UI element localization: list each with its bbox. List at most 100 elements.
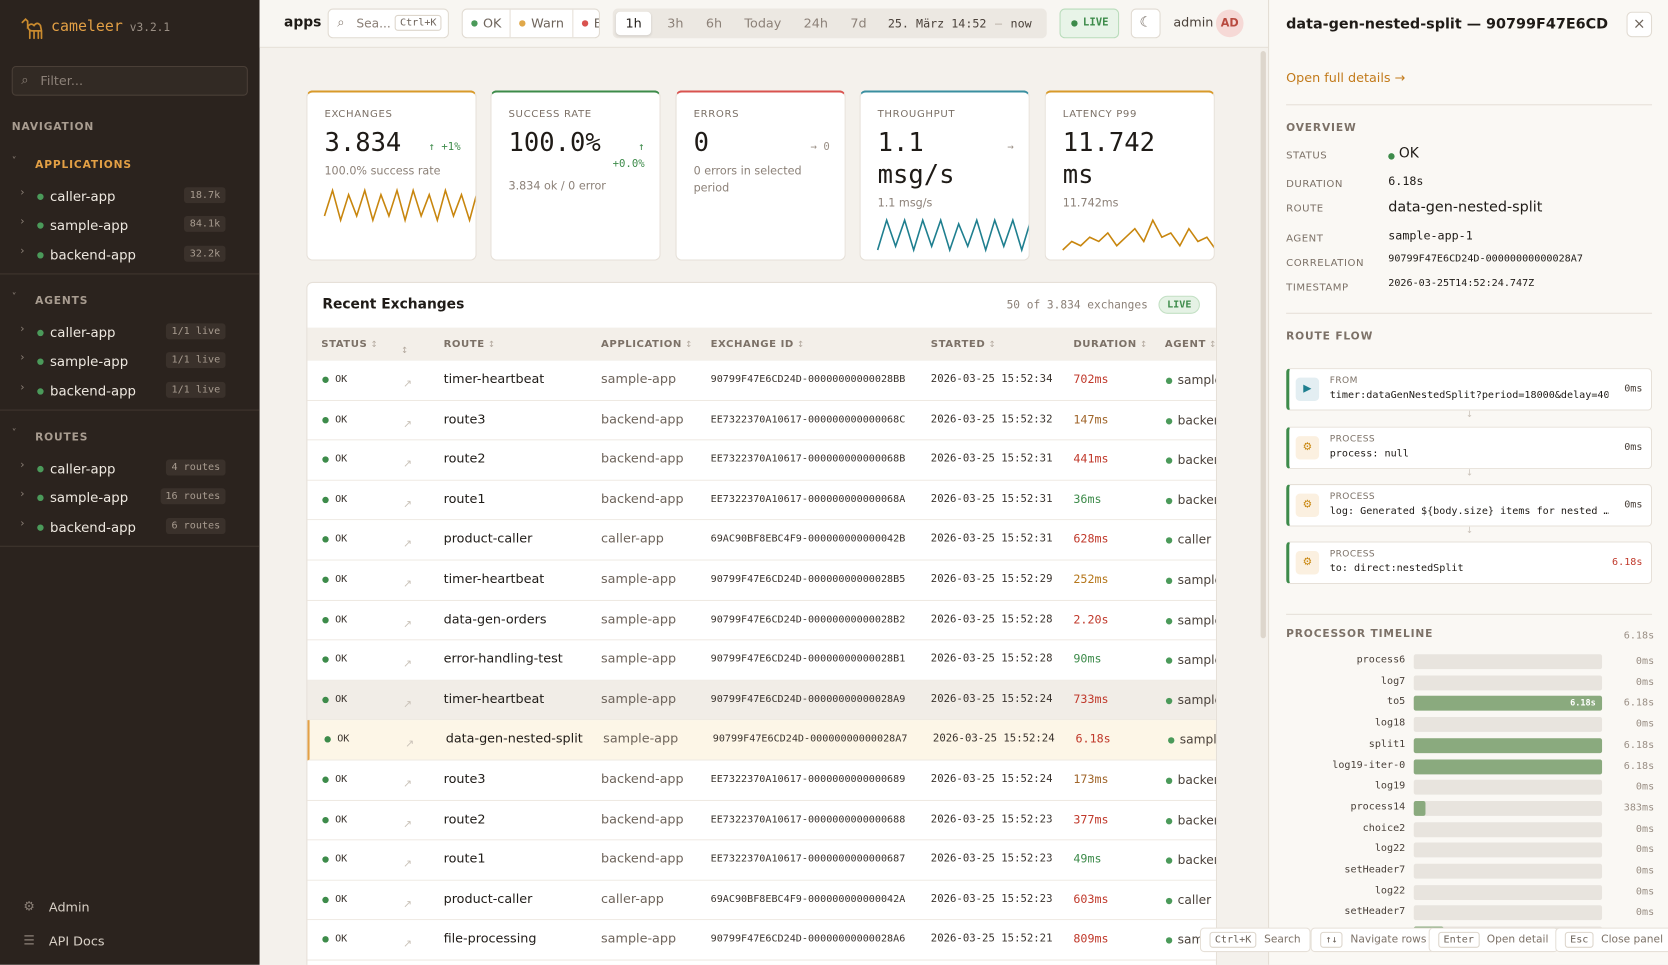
close-button[interactable]: × (1626, 11, 1653, 38)
open-icon[interactable] (403, 811, 412, 831)
table-row[interactable]: OK product-caller caller-app 69AC90BF8EBC4F… (307, 880, 1216, 921)
search-placeholder: Sea... (356, 15, 391, 31)
table-row[interactable]: OK timer-heartbeat sample-app 90799F47E6CD2… (307, 680, 1216, 721)
step-time: 0ms (1624, 382, 1643, 395)
table-row[interactable]: OK route1 backend-app EE7322370A10617-00000… (307, 840, 1216, 881)
application: backend-app (601, 451, 684, 467)
sidebar-item[interactable]: › sample-app 84.1k (0, 214, 260, 237)
flow-step[interactable]: ⚙ PROCESS process: null 0ms (1286, 426, 1653, 470)
sparkline (694, 229, 846, 261)
column-header-sort[interactable] (401, 337, 408, 357)
range-option[interactable]: 3h (667, 15, 684, 31)
status: OK (335, 533, 348, 546)
open-icon[interactable] (403, 611, 412, 631)
bar-track (1413, 654, 1603, 670)
table-row[interactable]: OK error-handling-test sample-app 90799F47E… (307, 640, 1216, 681)
flow-step[interactable]: ⚙ PROCESS to: direct:nestedSplit 6.18s (1286, 541, 1653, 585)
table-row[interactable]: OK product-caller caller-app 69AC90BF8EBC4F… (307, 520, 1216, 561)
shortcut-label: Open detail (1486, 933, 1549, 946)
sidebar-item[interactable]: › caller-app 18.7k (0, 185, 260, 208)
column-header[interactable]: AGENT (1165, 338, 1216, 350)
step-icon: ⚙ (1295, 551, 1320, 575)
open-icon[interactable] (403, 411, 412, 431)
flow-step[interactable]: ⚙ PROCESS log: Generated ${body.size} item… (1286, 484, 1653, 527)
step-text: to: direct:nestedSplit (1329, 562, 1464, 575)
column-header[interactable]: APPLICATION (601, 338, 693, 350)
filter-input[interactable]: ⌕ Filter... (11, 65, 248, 96)
sidebar-item[interactable]: › backend-app 1/1 live (0, 379, 260, 402)
step-time: 6.18s (1612, 556, 1643, 569)
sidebar-item[interactable]: › caller-app 4 routes (0, 457, 260, 480)
range-option[interactable]: Today (744, 15, 782, 31)
column-header[interactable]: EXCHANGE ID (711, 338, 805, 350)
column-header[interactable]: ROUTE (444, 338, 496, 350)
column-header[interactable]: DURATION (1073, 338, 1147, 350)
table-row[interactable]: OK data-gen-orders sample-app 90799F47E6CD2… (307, 600, 1216, 641)
item-caret: › (20, 381, 25, 394)
open-icon[interactable] (403, 771, 412, 791)
nav-label: NAVIGATION (11, 121, 95, 133)
table-row[interactable]: OK route2 backend-app EE7322370A10617-00000… (307, 440, 1216, 481)
started: 2026-03-25 15:52:23 (930, 893, 1053, 906)
open-icon[interactable] (403, 931, 412, 951)
item-name: sample-app (49, 353, 129, 370)
sidebar-item[interactable]: › backend-app 32.2k (0, 243, 260, 266)
open-icon[interactable] (403, 371, 412, 391)
table-row[interactable]: OK route1 backend-app EE7322370A10617-00000… (307, 480, 1216, 521)
open-icon[interactable] (403, 891, 412, 911)
range-option[interactable]: 24h (803, 15, 828, 31)
sidebar-item[interactable]: › sample-app 1/1 live (0, 350, 260, 373)
agent-dot (1165, 857, 1173, 864)
table-row[interactable]: OK timer-heartbeat sample-app 90799F47E6CD2… (307, 360, 1216, 401)
open-icon[interactable] (403, 571, 412, 591)
filter-pill[interactable]: E (573, 10, 599, 38)
table-row[interactable]: OK timer-heartbeat sample-app 90799F47E6CD2… (307, 560, 1216, 601)
status: OK (335, 653, 348, 666)
table-row[interactable]: OK data-gen-nested-split sample-app 90799F4… (307, 720, 1216, 761)
avatar[interactable]: AD (1215, 9, 1244, 38)
kpi-label: LATENCY P99 (1062, 108, 1138, 121)
range-option[interactable]: 6h (705, 15, 723, 31)
theme-toggle[interactable]: ☾ (1130, 8, 1161, 39)
field-label: TIMESTAMP (1286, 281, 1349, 294)
range-option[interactable]: 7d (850, 15, 867, 31)
table-row[interactable]: OK file-processing sample-app 90799F47E6CD2… (307, 920, 1216, 961)
kpi-value-row: 3.834 ↑ +1% (324, 127, 475, 159)
status: OK (335, 613, 348, 626)
open-details-link[interactable]: Open full details → (1286, 70, 1406, 86)
route: data-gen-orders (443, 611, 547, 627)
open-icon[interactable] (403, 451, 412, 471)
status-dot (322, 856, 329, 863)
table-row[interactable]: OK route3 backend-app EE7322370A10617-00000… (307, 760, 1216, 801)
table-row[interactable]: OK route3 backend-app EE7322370A10617-00000… (307, 400, 1216, 441)
footer-link[interactable]: ☰ API Docs (0, 933, 260, 954)
filter-pill[interactable]: Warn (511, 9, 574, 38)
field-label: AGENT (1286, 232, 1324, 245)
table-row[interactable]: OK route2 backend-app EE7322370A10617-00000… (307, 800, 1216, 841)
live-toggle[interactable]: LIVE (1059, 8, 1120, 39)
open-icon[interactable] (403, 851, 412, 871)
agent-dot (1165, 577, 1173, 585)
search-box[interactable]: ⌕ Sea... Ctrl+K (327, 8, 449, 39)
agent: sample (1177, 612, 1216, 628)
sidebar-item[interactable]: › sample-app 16 routes (0, 486, 260, 509)
open-icon[interactable] (403, 491, 412, 511)
column-header[interactable]: STATUS (321, 338, 378, 350)
footer-link[interactable]: ⚙ Admin (0, 899, 260, 920)
started: 2026-03-25 15:52:29 (930, 573, 1053, 586)
flow-step[interactable]: ▶ FROM timer:dataGenNestedSplit?period=180… (1286, 368, 1653, 411)
column-header[interactable]: STARTED (931, 338, 996, 350)
range-option[interactable]: 1h (615, 11, 652, 36)
sidebar-item[interactable]: › backend-app 6 routes (0, 516, 260, 539)
agent-dot (1165, 497, 1173, 505)
topbar: apps ⌕ Sea...Ctrl+K OK Warn E 1h 3h 6h Today 24h 7d… (259, 0, 1269, 48)
filter-pill[interactable]: OK (463, 9, 511, 38)
sidebar-item[interactable]: › caller-app 1/1 live (0, 321, 260, 344)
open-icon[interactable] (403, 531, 412, 551)
open-icon[interactable] (405, 731, 414, 751)
agent-dot (1165, 377, 1173, 385)
open-icon[interactable] (403, 691, 412, 711)
started: 2026-03-25 15:52:32 (930, 413, 1053, 426)
open-icon[interactable] (403, 651, 412, 671)
status-dot (37, 358, 44, 366)
